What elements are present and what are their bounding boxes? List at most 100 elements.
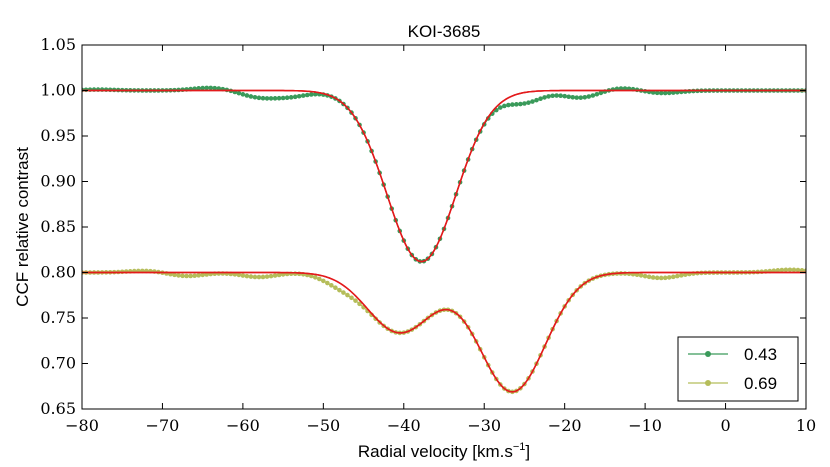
data-point-0.43: [670, 90, 676, 95]
legend-label-0.43: 0.43: [744, 345, 777, 364]
data-point-0.43: [578, 95, 584, 100]
data-point-0.69: [783, 267, 789, 273]
data-point-0.69: [272, 273, 278, 278]
data-point-0.69: [172, 272, 177, 278]
data-point-0.43: [554, 93, 559, 98]
data-point-0.43: [304, 92, 310, 98]
data-point-0.69: [308, 273, 314, 279]
x-axis-label-end: ]: [525, 442, 530, 461]
data-point-0.69: [321, 278, 326, 284]
data-point-0.43: [292, 94, 298, 100]
data-point-0.43: [300, 93, 306, 98]
chart-title: KOI-3685: [408, 22, 481, 41]
data-point-0.43: [288, 95, 294, 100]
data-point-0.69: [200, 272, 205, 278]
data-point-0.69: [638, 273, 644, 278]
data-point-0.69: [260, 274, 266, 280]
data-point-0.43: [244, 93, 250, 98]
data-point-0.69: [646, 274, 652, 280]
data-point-0.43: [498, 105, 503, 110]
data-point-0.69: [662, 275, 668, 281]
data-point-0.69: [683, 272, 688, 277]
data-point-0.43: [618, 86, 624, 91]
data-point-0.69: [252, 274, 258, 280]
data-point-0.69: [650, 275, 656, 280]
y-axis-label: CCF relative contrast: [13, 147, 32, 307]
data-point-0.43: [662, 90, 668, 96]
data-point-0.43: [312, 91, 318, 97]
data-point-0.43: [566, 94, 571, 100]
legend-box: [677, 336, 799, 402]
plot-area: [81, 44, 807, 410]
fit-line-overlay-fit-0.43: [82, 89, 806, 263]
data-point-0.69: [333, 285, 338, 291]
data-point-0.43: [622, 86, 628, 91]
data-point-0.69: [353, 298, 358, 303]
data-point-0.69: [192, 273, 197, 279]
y-tick-label: 1.00: [40, 81, 76, 100]
data-point-0.69: [654, 275, 660, 281]
data-point-0.43: [534, 97, 539, 103]
data-point-0.69: [204, 272, 209, 277]
data-point-0.43: [196, 86, 201, 91]
data-point-0.43: [260, 95, 266, 101]
data-point-0.69: [634, 272, 640, 278]
data-point-0.43: [180, 87, 185, 93]
data-point-0.69: [341, 290, 346, 295]
x-tick-label: 0: [720, 416, 730, 435]
data-point-0.43: [514, 102, 519, 107]
data-point-0.43: [526, 100, 531, 105]
data-point-0.69: [196, 273, 201, 278]
data-point-0.43: [594, 91, 600, 97]
data-point-0.43: [216, 86, 222, 91]
legend-label-0.69: 0.69: [744, 374, 777, 393]
data-point-0.43: [658, 90, 664, 96]
data-point-0.43: [236, 90, 242, 96]
data-point-0.69: [779, 267, 785, 273]
y-tick-label: 0.70: [40, 354, 76, 373]
data-point-0.69: [349, 295, 354, 301]
data-point-0.43: [542, 95, 547, 100]
data-point-0.69: [268, 273, 274, 279]
data-point-0.43: [502, 103, 507, 109]
y-tick-label: 0.95: [40, 126, 76, 145]
data-point-0.69: [244, 273, 250, 279]
y-tick-label: 0.80: [40, 263, 76, 282]
data-point-0.43: [204, 85, 209, 91]
legend-marker-0.69: [705, 380, 711, 386]
x-axis-label-main: Radial velocity [km.s: [358, 442, 513, 461]
legend-marker-0.43: [705, 351, 711, 357]
ticks-layer: −80 −70 −60 −50 −40 −30 −20 −10 0 10 0.65 0.70 0.75 0…: [40, 35, 816, 435]
data-point-0.43: [200, 85, 205, 91]
data-point-0.43: [256, 95, 262, 101]
data-point-0.43: [558, 93, 563, 99]
data-point-0.43: [276, 95, 282, 101]
data-point-0.69: [679, 273, 684, 278]
data-point-0.43: [650, 90, 656, 95]
x-tick-label: −20: [548, 416, 582, 435]
data-point-0.69: [184, 273, 189, 279]
data-point-0.43: [296, 93, 302, 99]
data-point-0.69: [337, 287, 342, 293]
y-tick-label: 0.90: [40, 172, 76, 191]
x-tick-label: −30: [467, 416, 501, 435]
data-point-0.69: [248, 274, 254, 279]
data-point-0.43: [506, 102, 511, 108]
data-point-0.43: [550, 93, 555, 99]
data-point-0.43: [272, 96, 278, 101]
x-tick-label: −60: [226, 416, 260, 435]
data-point-0.69: [329, 283, 334, 288]
data-point-0.69: [317, 276, 322, 282]
x-tick-label: 10: [796, 416, 816, 435]
data-point-0.69: [312, 275, 318, 280]
data-point-0.69: [276, 272, 282, 278]
data-point-0.69: [791, 267, 797, 273]
data-point-0.43: [87, 87, 93, 92]
x-tick-label: −40: [387, 416, 421, 435]
x-tick-label: −10: [628, 416, 662, 435]
y-tick-label: 1.05: [40, 35, 76, 54]
x-tick-label: −80: [65, 416, 99, 435]
data-point-0.43: [284, 95, 290, 101]
data-point-0.43: [546, 94, 551, 99]
